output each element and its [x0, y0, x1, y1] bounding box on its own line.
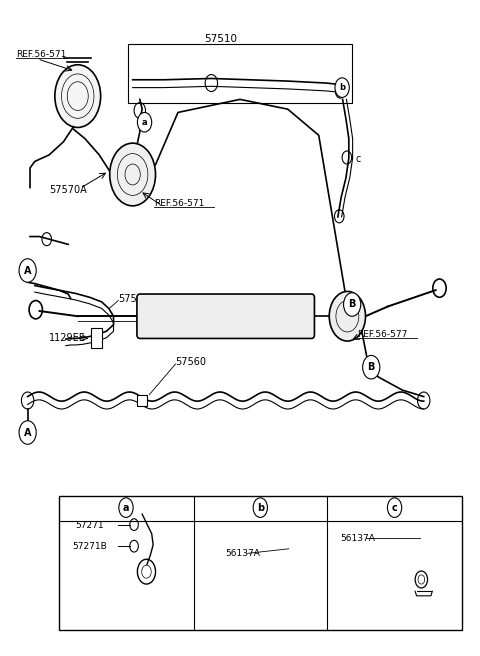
- Circle shape: [119, 498, 133, 518]
- Text: REF.56-571: REF.56-571: [154, 199, 204, 209]
- Bar: [59, 496, 462, 630]
- Circle shape: [329, 291, 365, 341]
- Text: 57510: 57510: [204, 33, 238, 43]
- Bar: [91, 328, 102, 348]
- Text: c: c: [356, 154, 361, 165]
- Text: A: A: [24, 428, 31, 438]
- Circle shape: [344, 293, 361, 316]
- Text: 57550: 57550: [118, 294, 149, 304]
- Bar: [137, 395, 147, 406]
- Text: a: a: [142, 117, 147, 127]
- Text: A: A: [24, 266, 31, 276]
- Text: a: a: [123, 502, 129, 512]
- Text: c: c: [392, 502, 397, 512]
- Text: B: B: [368, 362, 375, 372]
- Circle shape: [335, 78, 349, 97]
- FancyBboxPatch shape: [137, 294, 314, 338]
- Text: 1129EE: 1129EE: [49, 333, 86, 343]
- Text: B: B: [348, 300, 356, 310]
- Text: 57271B: 57271B: [72, 543, 107, 551]
- Text: 56137A: 56137A: [226, 549, 261, 558]
- Text: 57271: 57271: [75, 521, 104, 530]
- Text: 56137A: 56137A: [340, 534, 375, 543]
- Text: REF.56-571: REF.56-571: [16, 51, 66, 60]
- Text: REF.56-577: REF.56-577: [357, 330, 408, 339]
- Circle shape: [387, 498, 402, 518]
- Circle shape: [19, 420, 36, 444]
- Circle shape: [110, 143, 156, 206]
- Text: b: b: [257, 502, 264, 512]
- Bar: [128, 44, 352, 102]
- Circle shape: [363, 356, 380, 379]
- Circle shape: [19, 258, 36, 282]
- Text: b: b: [339, 83, 345, 92]
- Circle shape: [137, 112, 152, 132]
- Text: 57560: 57560: [176, 357, 206, 367]
- Text: 57570A: 57570A: [49, 184, 87, 195]
- Circle shape: [55, 65, 101, 127]
- Circle shape: [253, 498, 267, 518]
